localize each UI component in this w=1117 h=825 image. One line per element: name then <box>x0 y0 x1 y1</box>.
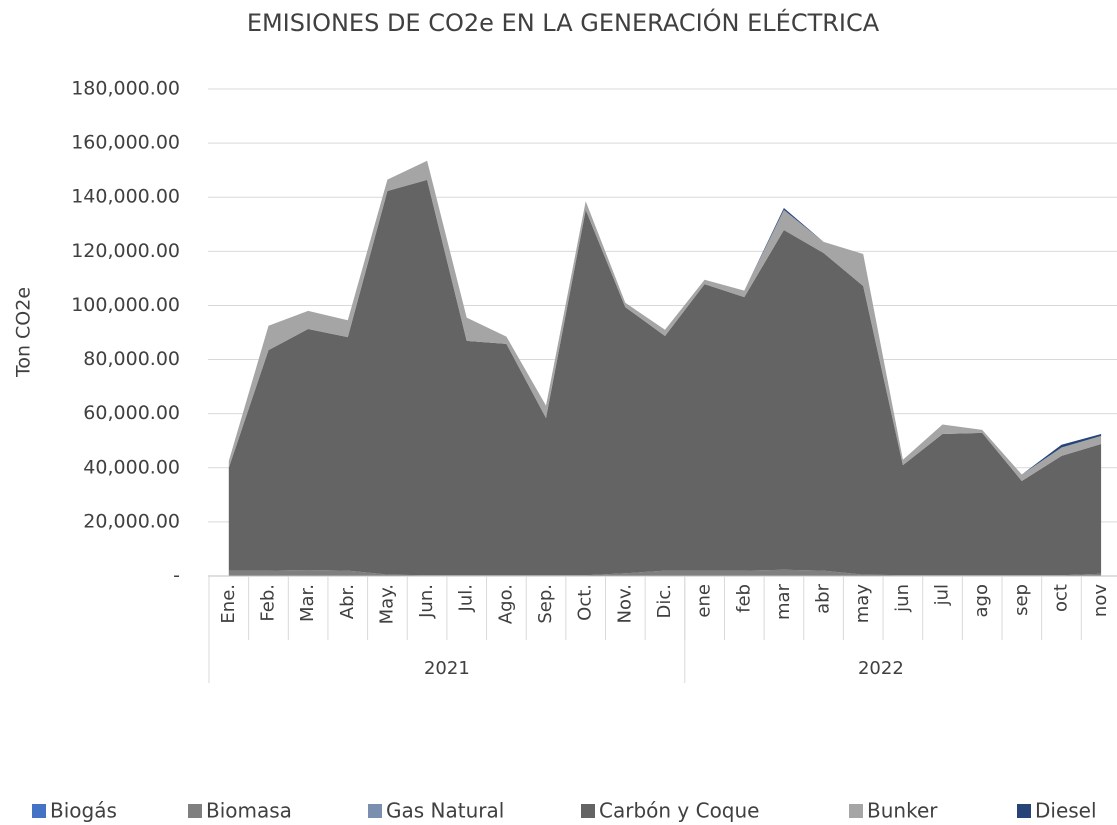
legend-swatch <box>32 804 46 818</box>
x-tick-label: ago <box>971 584 992 617</box>
x-tick-label: May. <box>376 584 397 624</box>
x-tick-label: Nov. <box>614 584 635 623</box>
legend-swatch <box>188 804 202 818</box>
x-tick-label: jun <box>892 584 913 613</box>
x-tick-label: Mar. <box>297 584 318 622</box>
legend-swatch <box>849 804 863 818</box>
y-tick-label: 120,000.00 <box>71 240 180 262</box>
y-tick-label: 60,000.00 <box>83 402 180 424</box>
x-tick-label: Jul. <box>456 584 477 612</box>
x-tick-label: Ene. <box>218 584 239 624</box>
x-tick-label: Abr. <box>337 584 358 619</box>
legend-label: Gas Natural <box>386 799 504 823</box>
legend-label: Carbón y Coque <box>599 799 759 823</box>
x-tick-label: sep <box>1011 584 1032 616</box>
y-tick-label: 180,000.00 <box>71 78 180 100</box>
legend-swatch <box>368 804 382 818</box>
x-tick-label: mar <box>773 583 794 620</box>
x-tick-label: may <box>852 584 873 624</box>
y-tick-label: 80,000.00 <box>83 348 180 370</box>
y-tick-label: 160,000.00 <box>71 132 180 154</box>
legend-label: Bunker <box>867 799 938 823</box>
x-group-label: 2022 <box>858 658 904 679</box>
legend-label: Biomasa <box>206 799 292 823</box>
chart-title: EMISIONES DE CO2e EN LA GENERACIÓN ELÉCT… <box>247 7 880 37</box>
x-tick-label: Sep. <box>535 584 556 624</box>
y-tick-label: 20,000.00 <box>83 510 180 532</box>
legend-swatch <box>1017 804 1031 818</box>
legend-swatch <box>581 804 595 818</box>
area <box>228 160 1102 481</box>
x-group-label: 2021 <box>424 658 470 679</box>
x-tick-label: Jun. <box>416 584 437 619</box>
area <box>228 569 1102 576</box>
x-tick-label: Ago. <box>495 584 516 624</box>
y-tick-label: 40,000.00 <box>83 456 180 478</box>
x-tick-label: nov <box>1090 584 1111 617</box>
x-tick-label: Dic. <box>654 584 675 618</box>
legend-label: Diesel <box>1035 799 1097 823</box>
x-tick-label: abr <box>813 583 834 613</box>
x-tick-label: jul <box>932 584 953 606</box>
x-tick-label: Oct. <box>575 584 596 621</box>
x-tick-label: ene <box>694 584 715 618</box>
y-tick-label: 100,000.00 <box>71 294 180 316</box>
y-tick-label: - <box>173 565 180 587</box>
area <box>228 179 1102 576</box>
legend-label: Biogás <box>50 799 117 823</box>
x-tick-label: oct <box>1050 584 1071 612</box>
x-tick-label: Feb. <box>257 584 278 622</box>
y-axis-label: Ton CO2e <box>13 287 35 378</box>
y-tick-label: 140,000.00 <box>71 186 180 208</box>
x-tick-label: feb <box>733 584 754 613</box>
